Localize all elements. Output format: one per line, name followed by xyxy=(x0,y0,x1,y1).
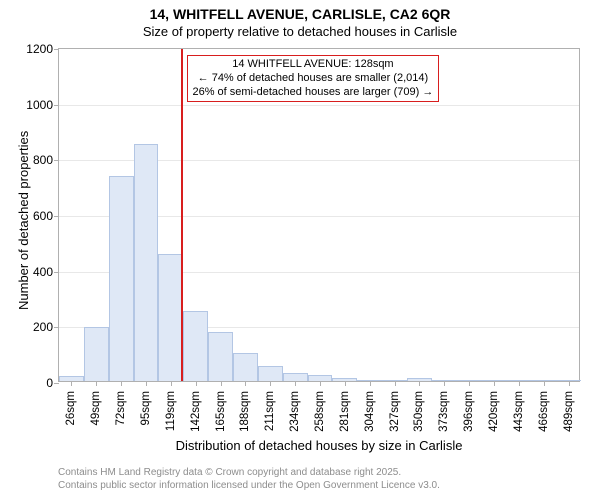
histogram-bar xyxy=(258,366,283,381)
annotation-line-1: ← 74% of detached houses are smaller (2,… xyxy=(192,72,434,86)
y-tick-mark xyxy=(54,160,59,161)
x-tick-label: 95sqm xyxy=(140,391,152,426)
x-tick-mark xyxy=(444,381,445,386)
x-tick-mark xyxy=(121,381,122,386)
footer-line-2: Contains public sector information licen… xyxy=(58,479,440,492)
x-tick-label: 350sqm xyxy=(413,391,425,432)
y-tick-mark xyxy=(54,105,59,106)
x-tick-mark xyxy=(221,381,222,386)
annotation-box: 14 WHITFELL AVENUE: 128sqm← 74% of detac… xyxy=(187,55,439,102)
x-tick-label: 142sqm xyxy=(190,391,202,432)
x-tick-label: 327sqm xyxy=(389,391,401,432)
x-tick-mark xyxy=(96,381,97,386)
histogram-bar xyxy=(283,373,308,381)
x-tick-label: 165sqm xyxy=(215,391,227,432)
x-tick-mark xyxy=(569,381,570,386)
property-size-chart: 14, WHITFELL AVENUE, CARLISLE, CA2 6QR S… xyxy=(0,0,600,500)
footer-line-1: Contains HM Land Registry data © Crown c… xyxy=(58,466,440,479)
x-tick-mark xyxy=(395,381,396,386)
annotation-line-2: 26% of semi-detached houses are larger (… xyxy=(192,86,434,100)
y-axis-title: Number of detached properties xyxy=(16,131,31,310)
x-tick-label: 281sqm xyxy=(339,391,351,432)
histogram-bar xyxy=(109,176,134,381)
footer-attribution: Contains HM Land Registry data © Crown c… xyxy=(58,466,440,492)
y-tick-mark xyxy=(54,383,59,384)
chart-title: 14, WHITFELL AVENUE, CARLISLE, CA2 6QR xyxy=(0,0,600,22)
x-tick-mark xyxy=(245,381,246,386)
x-tick-mark xyxy=(494,381,495,386)
x-tick-label: 396sqm xyxy=(463,391,475,432)
x-tick-mark xyxy=(370,381,371,386)
x-tick-mark xyxy=(146,381,147,386)
x-tick-mark xyxy=(320,381,321,386)
x-tick-label: 304sqm xyxy=(364,391,376,432)
gridline xyxy=(59,105,579,106)
y-tick-mark xyxy=(54,327,59,328)
histogram-bar xyxy=(84,327,109,381)
x-tick-mark xyxy=(544,381,545,386)
x-tick-label: 49sqm xyxy=(90,391,102,426)
x-tick-label: 188sqm xyxy=(239,391,251,432)
y-tick-mark xyxy=(54,272,59,273)
x-tick-label: 211sqm xyxy=(264,391,276,431)
x-tick-label: 72sqm xyxy=(115,391,127,426)
x-tick-mark xyxy=(71,381,72,386)
y-tick-mark xyxy=(54,49,59,50)
plot-area: 02004006008001000120026sqm49sqm72sqm95sq… xyxy=(58,48,580,382)
x-tick-label: 234sqm xyxy=(289,391,301,432)
x-tick-label: 443sqm xyxy=(513,391,525,432)
x-tick-mark xyxy=(519,381,520,386)
x-tick-label: 420sqm xyxy=(488,391,500,432)
y-tick-mark xyxy=(54,216,59,217)
x-tick-label: 466sqm xyxy=(538,391,550,432)
x-tick-label: 26sqm xyxy=(65,391,77,426)
histogram-bar xyxy=(233,353,258,381)
annotation-header: 14 WHITFELL AVENUE: 128sqm xyxy=(192,58,434,72)
x-tick-mark xyxy=(171,381,172,386)
chart-subtitle: Size of property relative to detached ho… xyxy=(0,22,600,39)
x-tick-mark xyxy=(295,381,296,386)
x-tick-mark xyxy=(419,381,420,386)
histogram-bar xyxy=(183,311,208,381)
histogram-bar xyxy=(208,332,233,381)
x-tick-label: 258sqm xyxy=(314,391,326,432)
x-tick-mark xyxy=(270,381,271,386)
x-tick-label: 373sqm xyxy=(438,391,450,432)
x-tick-mark xyxy=(345,381,346,386)
subject-property-line xyxy=(181,49,183,381)
x-tick-mark xyxy=(196,381,197,386)
x-axis-title: Distribution of detached houses by size … xyxy=(58,438,580,453)
x-tick-label: 489sqm xyxy=(563,391,575,432)
histogram-bar xyxy=(158,254,183,381)
x-tick-label: 119sqm xyxy=(165,391,177,431)
x-tick-mark xyxy=(469,381,470,386)
histogram-bar xyxy=(134,144,159,381)
